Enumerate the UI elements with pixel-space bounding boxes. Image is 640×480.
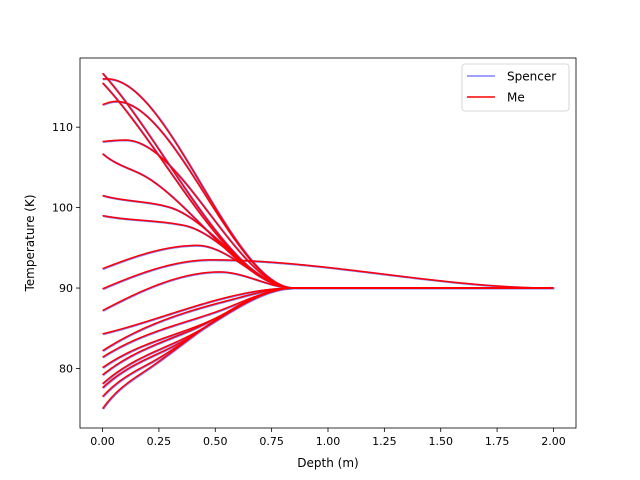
x-axis-label: Depth (m) <box>297 456 358 470</box>
me-profile-line <box>101 287 554 410</box>
legend-label-spencer: Spencer <box>507 70 556 84</box>
me-profile-line <box>102 259 554 290</box>
y-axis-label: Temperature (K) <box>23 194 37 292</box>
x-tick-label: 1.00 <box>316 435 341 448</box>
legend: Spencer Me <box>461 63 570 112</box>
legend-label-me: Me <box>507 91 525 105</box>
x-tick-label: 2.00 <box>541 435 566 448</box>
x-tick-label: 1.50 <box>428 435 453 448</box>
y-tick-label: 100 <box>52 202 73 215</box>
y-tick-label: 110 <box>52 121 73 134</box>
x-tick-label: 1.25 <box>372 435 397 448</box>
y-tick-label: 90 <box>59 282 73 295</box>
series-me <box>101 72 554 410</box>
x-axis-ticks: 0.00 0.25 0.50 0.75 1.00 1.25 1.50 1.75 2.00 <box>90 428 566 448</box>
x-tick-label: 0.25 <box>147 435 172 448</box>
y-tick-label: 80 <box>59 362 73 375</box>
y-axis-ticks: 80 90 100 110 <box>52 121 80 375</box>
x-tick-label: 0.00 <box>90 435 115 448</box>
x-tick-label: 0.50 <box>203 435 228 448</box>
x-tick-label: 0.75 <box>259 435 284 448</box>
x-tick-label: 1.75 <box>485 435 510 448</box>
